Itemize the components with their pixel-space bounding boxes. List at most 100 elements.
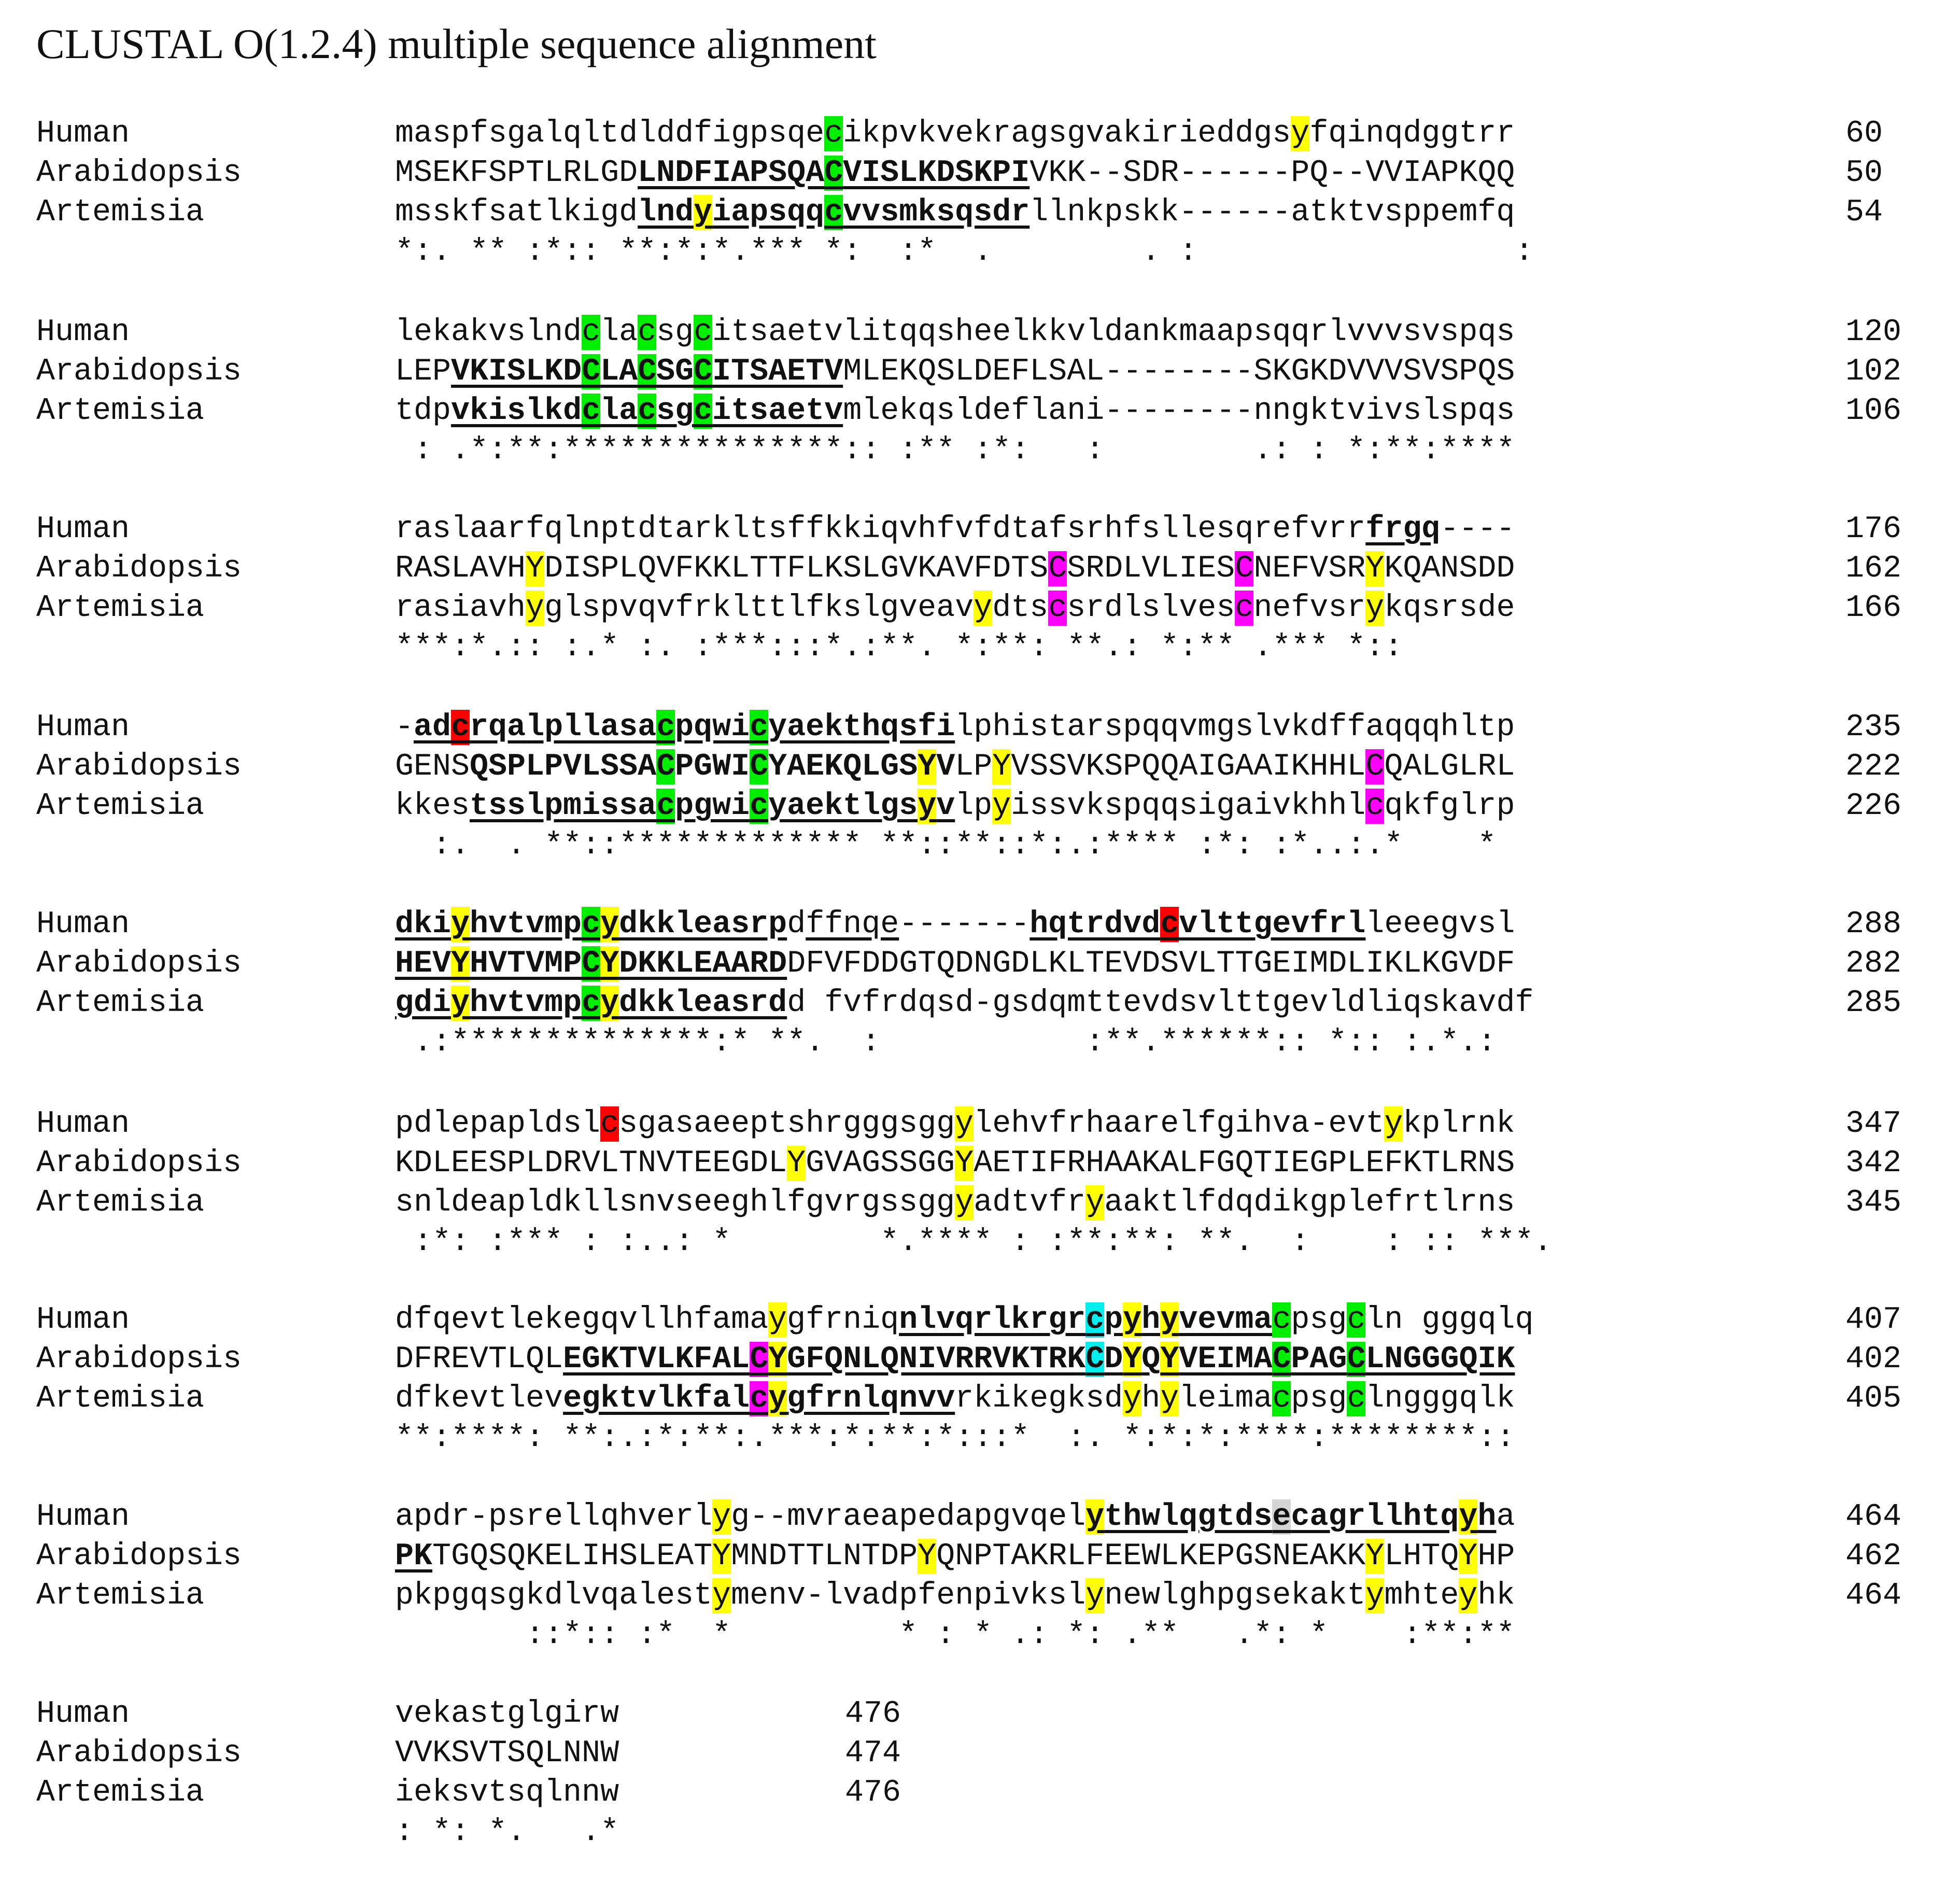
highlighted-residue: c [656, 710, 675, 745]
residue-run: dfqevtlekegqvllhfama [395, 1302, 769, 1338]
residue-run: thwlqgtds [1104, 1499, 1273, 1535]
residue-run: PGWI [675, 749, 750, 784]
sequence-name: Arabidopsis [36, 1539, 242, 1574]
residue-run: leima [1179, 1381, 1273, 1416]
sequence-name: Arabidopsis [36, 1342, 242, 1377]
residue-run: newlghpgsekakt [1104, 1578, 1366, 1613]
sequence-row: gdiyhvtvmpcydkkleasrdd fvfrdqsd-gsdqmtte… [395, 984, 1533, 1023]
residue-run: dts [992, 591, 1049, 626]
residue-run: aaktlfdqdikgplefrtlrns [1104, 1185, 1515, 1220]
residue-run: la [600, 394, 638, 429]
highlighted-residue: y [1123, 1302, 1142, 1338]
sequence-row: GENSQSPLPVLSSACPGWICYAEKQLGSYVLPYVSSVKSP… [395, 747, 1515, 787]
highlighted-residue: y [1384, 1106, 1403, 1142]
highlighted-residue: c [694, 394, 713, 429]
residue-run: vevma [1179, 1302, 1273, 1338]
highlighted-residue: c [750, 1381, 769, 1416]
residue-run: VKK--SDR------PQ--VVIAPKQQ [1030, 156, 1515, 191]
residue-run: yaekthqsfi [768, 710, 955, 745]
residue-run: SG [656, 354, 694, 389]
residue-run: YAEKQLGS [768, 749, 918, 784]
residue-count: 176 [1845, 512, 1902, 547]
residue-run: fqinqdggtrr [1309, 116, 1515, 151]
residue-run: pgwi [675, 789, 750, 824]
sequence-name: Artemisia [36, 789, 205, 824]
consensus-line: : *: *. .* [395, 1815, 619, 1850]
residue-count: 476 [845, 1775, 901, 1810]
residue-count: 50 [1845, 156, 1883, 191]
residue-run: hvtvmp [470, 986, 582, 1021]
residue-run: ffnqe [806, 907, 899, 942]
consensus-line: *:. ** :*:: **:*:*.*** *: :* . . : : [395, 234, 1534, 270]
highlighted-residue: Y [1123, 1342, 1142, 1377]
sequence-row: PKTGQSQKELIHSLEATYMNDTTLNTDPYQNPTAKRLFEE… [395, 1537, 1515, 1576]
highlighted-residue: C [1347, 1342, 1366, 1377]
residue-count: 474 [845, 1736, 901, 1771]
highlighted-residue: y [768, 1381, 787, 1416]
highlighted-residue: c [1048, 591, 1067, 626]
residue-run: VEIMA [1179, 1342, 1273, 1377]
residue-run: itsaetvlitqqsheelkkvldankmaapsqqrlvvvsvs… [712, 315, 1515, 350]
sequence-row: KDLEESPLDRVLTNVTEEGDLYGVAGSSGGYAETIFRHAA… [395, 1144, 1515, 1183]
residue-run: tsslpmissa [470, 789, 657, 824]
residue-count: 222 [1845, 749, 1902, 784]
highlighted-residue: Y [1365, 1539, 1385, 1574]
residue-run: KQANSDD [1384, 551, 1515, 586]
highlighted-residue: c [451, 710, 470, 745]
highlighted-residue: Y [1365, 551, 1385, 586]
residue-run: lngggqlk [1365, 1381, 1515, 1416]
highlighted-residue: y [768, 1302, 787, 1338]
sequence-name: Artemisia [36, 1578, 205, 1613]
highlighted-residue: y [1459, 1499, 1478, 1535]
highlighted-residue: Y [526, 551, 545, 586]
residue-run: AETIFRHAAKALFGQTIEGPLEFKTLRNS [974, 1146, 1515, 1181]
residue-run: hk [1477, 1578, 1515, 1613]
residue-run: dki [395, 907, 452, 942]
highlighted-residue: C [1048, 551, 1067, 586]
residue-run: ad [414, 710, 452, 745]
residue-run: h [1141, 1302, 1161, 1338]
residue-run: RASLAVH [395, 551, 526, 586]
residue-run: pkpgqsgkdlvqalest [395, 1578, 713, 1613]
residue-run: MSEKFSPTLRLGD [395, 156, 638, 191]
residue-run: lphistarspqqvmgslvkdffaqqqhltp [955, 710, 1515, 745]
highlighted-residue: y [1085, 1499, 1105, 1535]
highlighted-residue: y [955, 1106, 974, 1142]
residue-run: lnd [638, 195, 694, 230]
residue-run: menv-lvadpfenpivksl [731, 1578, 1086, 1613]
highlighted-residue: c [750, 789, 769, 824]
residue-run: VSSVKSPQQAIGAAIKHHL [1011, 749, 1366, 784]
highlighted-residue: C [656, 749, 675, 784]
residue-run: dkkleasrp [619, 907, 787, 942]
residue-run: LNGGGQIK [1365, 1342, 1515, 1377]
highlighted-residue: y [712, 1499, 731, 1535]
residue-run: PAG [1291, 1342, 1347, 1377]
sequence-row: MSEKFSPTLRLGDLNDFIAPSQACVISLKDSKPIVKK--S… [395, 153, 1515, 193]
residue-run: dfkevtlev [395, 1381, 563, 1416]
highlighted-residue: C [750, 1342, 769, 1377]
sequence-row: dfkevtlevegktvlkfalcygfrnlqnvvrkikegksdy… [395, 1379, 1515, 1419]
residue-run: yaektlgs [768, 789, 918, 824]
residue-count: 342 [1845, 1146, 1902, 1181]
residue-run: ------- [899, 907, 1030, 942]
residue-run: issvkspqqsigaivkhhl [1011, 789, 1366, 824]
residue-count: 226 [1845, 789, 1902, 824]
highlighted-residue: y [974, 591, 993, 626]
highlighted-residue: C [1235, 551, 1254, 586]
residue-count: 464 [1845, 1499, 1902, 1535]
highlighted-residue: c [1365, 789, 1385, 824]
residue-count: 345 [1845, 1185, 1902, 1220]
residue-run: glspvqvfrklttlfkslgveav [544, 591, 974, 626]
residue-run: HVTVMP [470, 946, 582, 981]
residue-count: 285 [1845, 986, 1902, 1021]
residue-run: QNPTAKRLFEEWLKEPGSNEAKK [936, 1539, 1366, 1574]
sequence-name: Artemisia [36, 394, 205, 429]
residue-run: itsaetv [712, 394, 843, 429]
sequence-name: Artemisia [36, 195, 205, 230]
residue-run: VVKSVTSQLNNW [395, 1736, 619, 1771]
highlighted-residue: C [750, 749, 769, 784]
residue-run: g--mvraeapedapgvqel [731, 1499, 1086, 1535]
residue-run: EGKTVLKFAL [563, 1342, 750, 1377]
sequence-row: msskfsatlkigdlndyiapsqqcvvsmksqsdrllnkps… [395, 193, 1515, 232]
residue-run: h [1477, 1499, 1497, 1535]
